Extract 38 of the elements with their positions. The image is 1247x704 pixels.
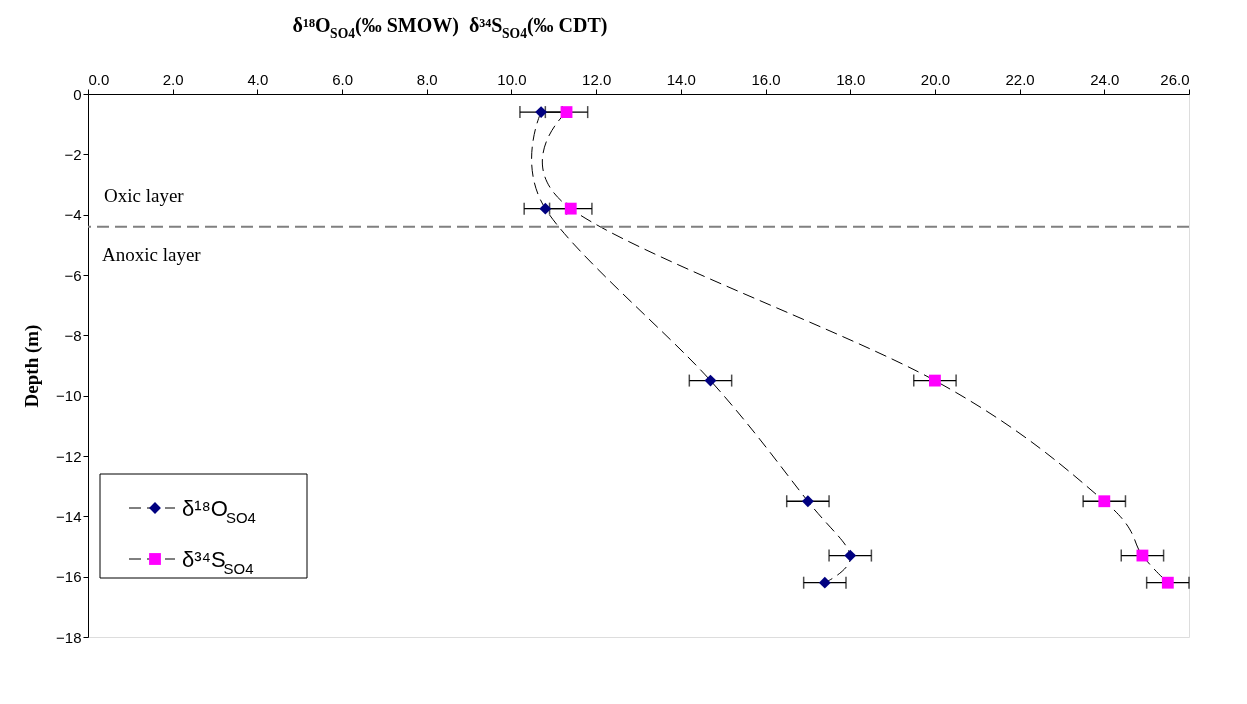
y-tick-label: −6 — [64, 266, 82, 284]
x-tick-label: 20.0 — [920, 70, 951, 88]
x-tick-label: 2.0 — [162, 70, 184, 88]
point — [564, 202, 577, 215]
x-tick-label: 8.0 — [416, 70, 438, 88]
x-tick-label: 22.0 — [1005, 70, 1035, 88]
point — [560, 106, 573, 119]
y-tick-label: −4 — [64, 206, 82, 224]
y-axis-title: Depth (m) — [21, 324, 44, 408]
x-tick-label: 12.0 — [582, 70, 612, 88]
x-tick-label: 18.0 — [836, 70, 866, 88]
x-tick-label: 10.0 — [497, 70, 527, 88]
x-tick-label: 24.0 — [1090, 70, 1120, 88]
x-tick-label: 16.0 — [751, 70, 781, 88]
annotation: Anoxic layer — [102, 243, 202, 265]
x-tick-label: 0.0 — [88, 70, 110, 88]
point — [929, 374, 941, 387]
x-tick-label: 4.0 — [247, 70, 269, 88]
y-tick-label: −2 — [64, 145, 82, 163]
x-tick-label: 26.0 — [1160, 70, 1190, 88]
y-tick-label: −14 — [56, 507, 82, 525]
point — [704, 374, 717, 387]
y-tick-label: 0 — [73, 85, 82, 103]
point — [1098, 495, 1111, 508]
x-tick-label: 6.0 — [332, 70, 354, 88]
x-tick-label: 14.0 — [666, 70, 696, 88]
point — [818, 576, 831, 589]
y-tick-label: −8 — [64, 326, 82, 344]
annotation: Oxic layer — [104, 184, 185, 206]
y-tick-label: −10 — [56, 387, 82, 405]
point — [539, 202, 552, 215]
y-tick-label: −12 — [56, 447, 82, 465]
y-tick-label: −18 — [56, 628, 82, 646]
point — [844, 549, 857, 562]
point — [535, 106, 548, 119]
y-tick-label: −16 — [56, 568, 82, 586]
point — [801, 495, 814, 508]
point — [1161, 576, 1174, 589]
